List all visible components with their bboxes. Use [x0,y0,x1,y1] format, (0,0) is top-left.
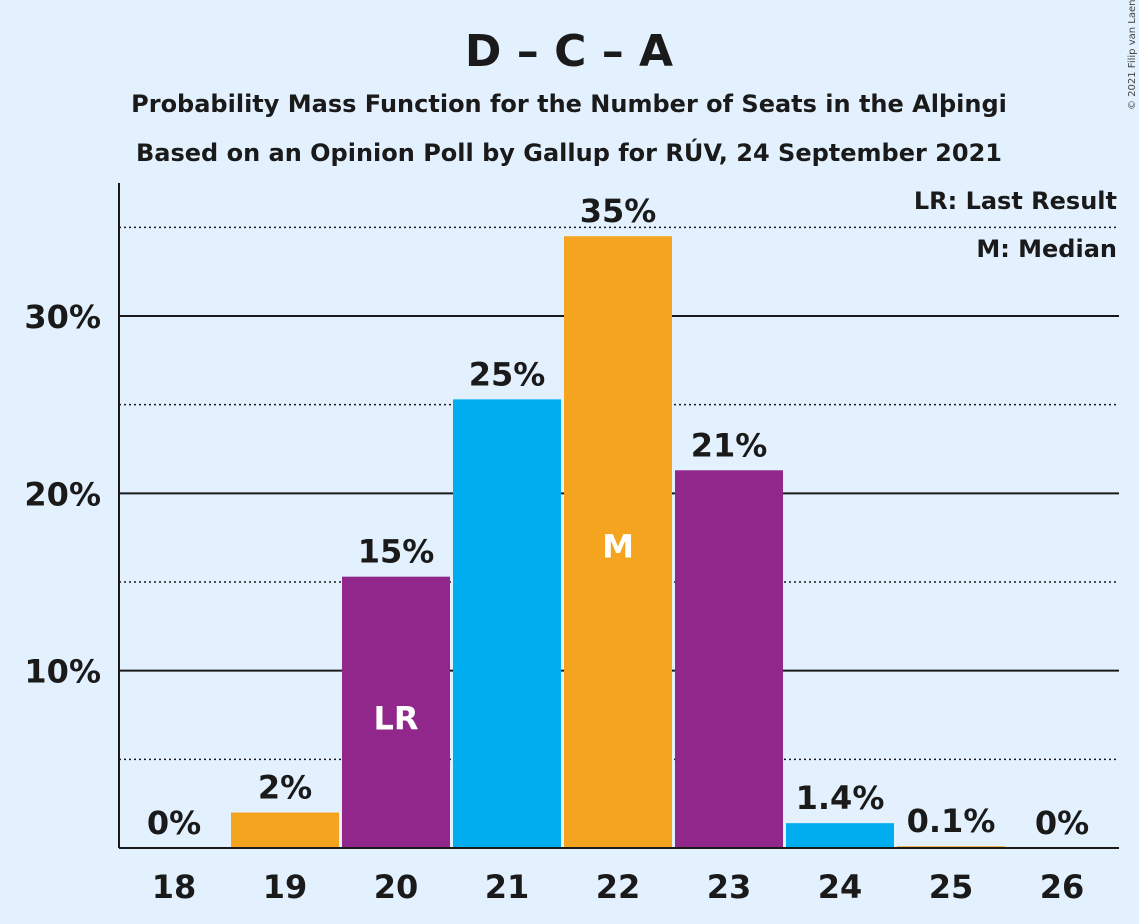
data-label-seats-19: 2% [258,769,312,807]
bar-seats-22 [564,236,672,848]
chart-subtitle-line-2: Based on an Opinion Poll by Gallup for R… [136,137,1002,167]
x-tick-label-22: 22 [596,868,641,906]
bars [231,236,1005,848]
data-labels: 0% 2% 15% LR 25% 35% M 21% 1.4% 0.1% 0% [147,192,1089,842]
bar-seats-24 [786,823,894,848]
x-tick-label-20: 20 [374,868,419,906]
data-label-seats-26: 0% [1035,804,1089,842]
x-tick-label-18: 18 [152,868,197,906]
axes [118,183,1119,849]
x-tick-label-19: 19 [263,868,308,906]
data-label-seats-20: 15% [358,533,435,571]
data-label-seats-18: 0% [147,804,201,842]
tick-labels: 10% 20% 30% 18 19 20 21 22 23 24 25 26 [24,298,1084,906]
y-tick-label: 30% [24,298,101,336]
in-bar-label-lr: LR [373,700,418,738]
data-label-seats-24: 1.4% [796,779,885,817]
legend-entry-median: M: Median [976,235,1117,263]
y-tick-label: 20% [24,475,101,513]
x-tick-label-24: 24 [818,868,863,906]
x-tick-label-26: 26 [1040,868,1085,906]
data-label-seats-21: 25% [469,355,546,393]
in-bar-label-m: M [602,528,634,566]
legend-entry-last-result: LR: Last Result [914,187,1117,215]
bar-seats-20 [342,576,450,848]
data-label-seats-22: 35% [580,192,657,230]
bar-seats-19 [231,812,339,848]
chart-subtitle-line-1: Probability Mass Function for the Number… [131,90,1007,118]
y-tick-label: 10% [24,653,101,691]
data-label-seats-25: 0.1% [907,802,996,840]
x-tick-label-23: 23 [707,868,752,906]
x-tick-label-25: 25 [929,868,974,906]
bar-seats-23 [675,470,783,848]
data-label-seats-23: 21% [691,426,768,464]
copyright-notice: © 2021 Filip van Laenen [1127,0,1138,110]
bar-seats-21 [453,399,561,848]
chart-title: D – C – A [465,26,673,77]
x-tick-label-21: 21 [485,868,530,906]
